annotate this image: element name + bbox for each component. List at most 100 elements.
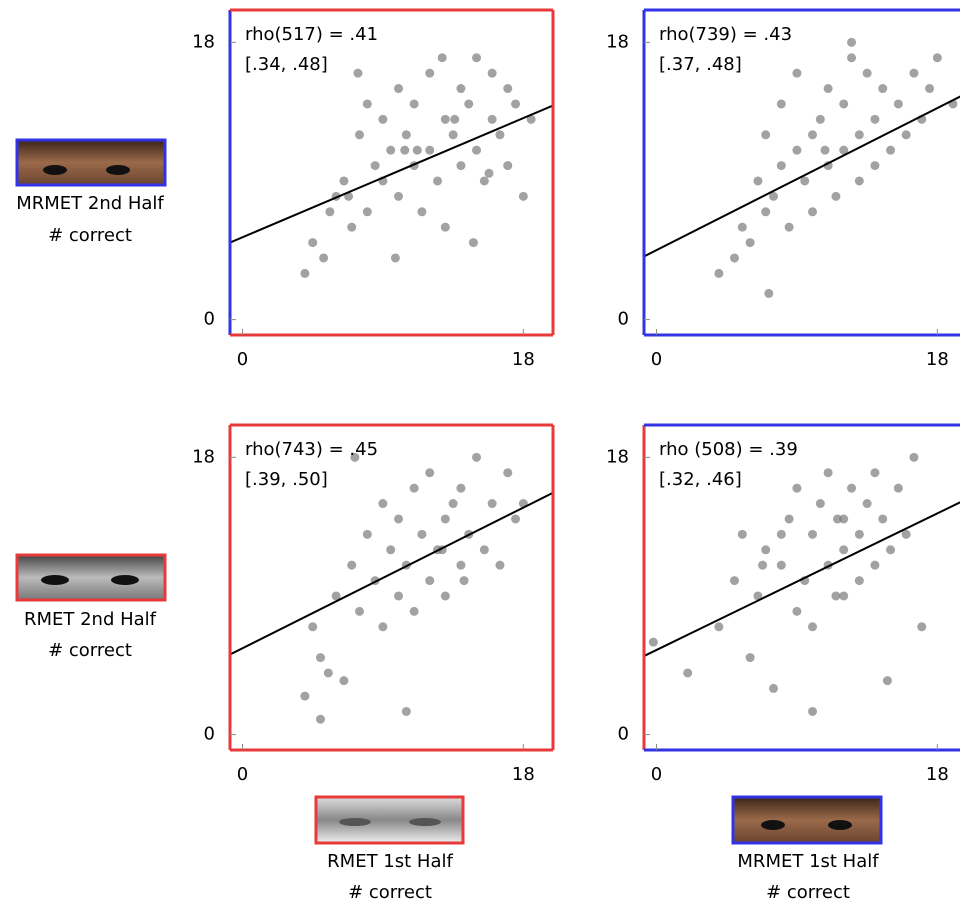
fit-line [230,105,553,242]
point [761,545,770,554]
point [394,514,403,523]
point [488,499,497,508]
point [441,591,450,600]
point [503,161,512,170]
y-tick-label: 18 [606,31,629,52]
point [316,715,325,724]
annotation: rho(739) = .43 [659,24,792,45]
row-label: # correct [48,640,132,661]
point [839,545,848,554]
point [764,289,773,298]
point [417,207,426,216]
column-label: RMET 1st Half [327,851,453,872]
point [777,530,786,539]
point [300,269,309,278]
scatter-panel: 018018rho (508) = .39[.32, .46] [606,425,960,785]
point [792,146,801,155]
row-label: RMET 2nd Half [24,609,157,630]
point [456,84,465,93]
point [886,545,895,554]
point [511,99,520,108]
point [683,668,692,677]
point [456,161,465,170]
point [753,176,762,185]
point [878,514,887,523]
point [449,499,458,508]
point [758,561,767,570]
point [839,591,848,600]
point [394,192,403,201]
point [847,53,856,62]
point [870,115,879,124]
annotation: [.39, .50] [245,469,328,490]
point [456,484,465,493]
point [339,176,348,185]
point [878,84,887,93]
point [808,207,817,216]
point [883,676,892,685]
point [808,530,817,539]
point [410,99,419,108]
point [746,653,755,662]
point [472,453,481,462]
point [441,223,450,232]
point [324,668,333,677]
column-label: MRMET 1st Half [737,851,879,872]
point [480,545,489,554]
point [785,514,794,523]
point [316,653,325,662]
point [855,576,864,585]
point [909,69,918,78]
point [460,576,469,585]
point [400,146,409,155]
point [730,253,739,262]
point [821,146,830,155]
y-tick-label: 0 [204,724,215,745]
y-tick-label: 18 [192,31,215,52]
point [855,130,864,139]
point [413,146,422,155]
point [347,223,356,232]
point [738,223,747,232]
x-tick-label: 0 [237,349,248,370]
point [831,192,840,201]
point [792,69,801,78]
point [808,130,817,139]
point [464,99,473,108]
point [363,99,372,108]
point [319,253,328,262]
point [769,684,778,693]
point [394,84,403,93]
point [503,468,512,477]
annotation: rho(743) = .45 [245,439,378,460]
eye-image [316,797,463,843]
point [363,530,372,539]
point [909,453,918,462]
point [714,269,723,278]
x-tick-label: 0 [237,764,248,785]
x-tick-label: 0 [651,349,662,370]
point [425,576,434,585]
point [816,499,825,508]
point [488,69,497,78]
point [831,591,840,600]
x-tick-label: 18 [926,764,949,785]
point [785,223,794,232]
point [495,561,504,570]
figure: MRMET 2nd Half # correct RMET 2nd Half #… [0,0,960,902]
scatter-panel: 018018rho(739) = .43[.37, .48] [606,10,960,370]
eye-image [17,555,165,600]
point [394,591,403,600]
annotation: rho(517) = .41 [245,24,378,45]
point [402,130,411,139]
eye-image [733,797,881,843]
point [449,130,458,139]
point [391,253,400,262]
point [714,622,723,631]
point [480,176,489,185]
column-label: # correct [766,882,850,902]
point [746,238,755,247]
point [808,707,817,716]
point [761,207,770,216]
